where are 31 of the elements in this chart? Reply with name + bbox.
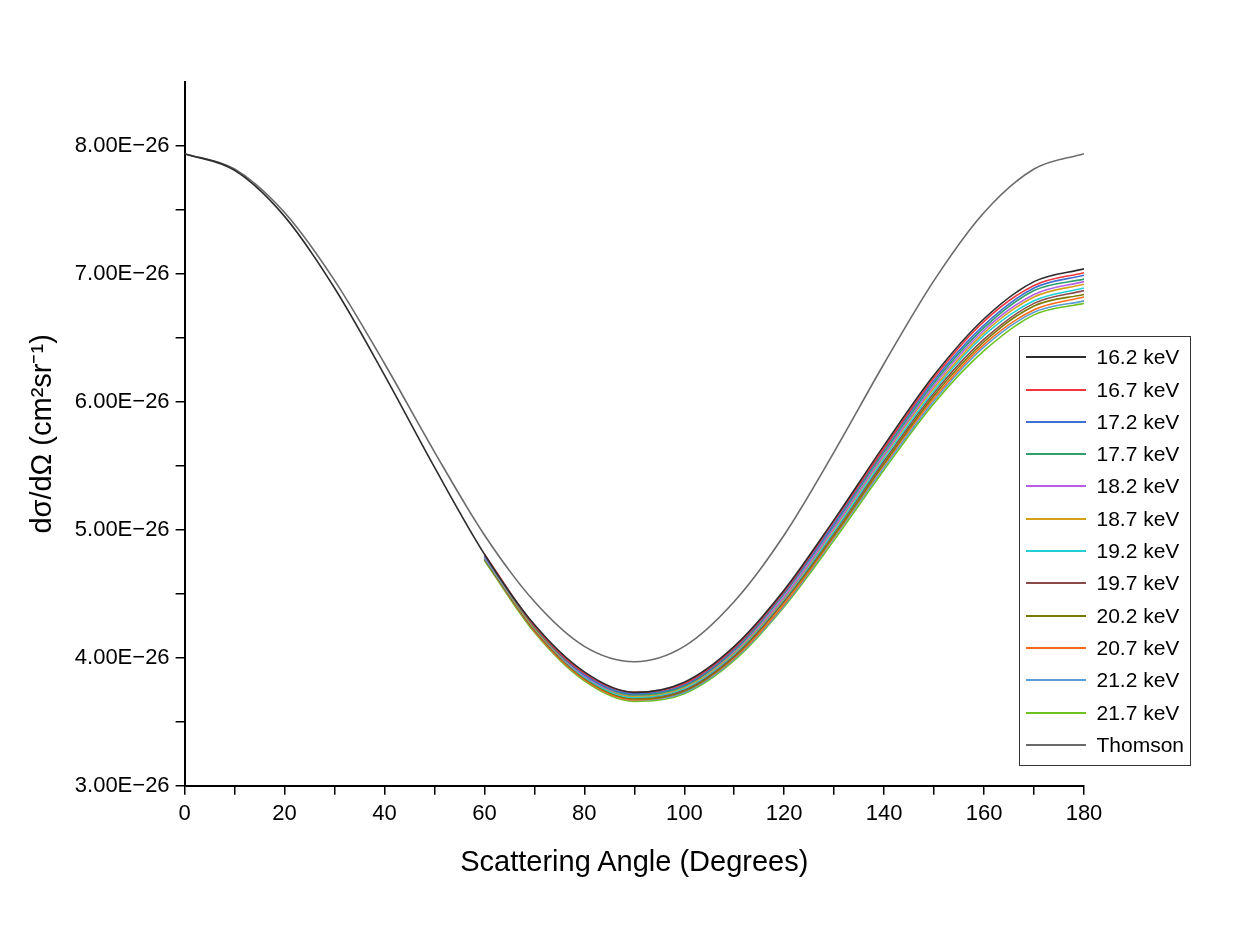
y-tick-label: 6.00E−26 <box>74 387 170 413</box>
x-tick-label: 160 <box>965 800 1003 826</box>
legend-label: 17.7 keV <box>1096 442 1180 467</box>
x-tick-label: 0 <box>178 800 191 826</box>
x-tick-label: 100 <box>665 800 703 826</box>
y-tick-label: 4.00E−26 <box>74 643 170 669</box>
x-tick-label: 140 <box>865 800 903 826</box>
legend-label: 19.7 keV <box>1096 571 1180 596</box>
y-tick-label: 3.00E−26 <box>74 771 170 797</box>
x-tick-label: 180 <box>1065 800 1103 826</box>
legend-label: 21.2 keV <box>1096 668 1180 693</box>
x-tick-label: 60 <box>472 800 497 826</box>
legend-label: 19.2 keV <box>1096 539 1180 564</box>
x-tick-label: 20 <box>272 800 297 826</box>
y-tick-label: 7.00E−26 <box>74 260 170 286</box>
legend-label: 18.7 keV <box>1096 506 1180 531</box>
legend-label: 16.7 keV <box>1096 377 1180 402</box>
legend-label: 20.2 keV <box>1096 603 1180 628</box>
legend-label: 18.2 keV <box>1096 474 1180 499</box>
y-axis-title: dσ/dΩ (cm²sr⁻¹) <box>25 334 58 534</box>
y-tick-label: 8.00E−26 <box>74 132 170 158</box>
legend-label: 16.2 keV <box>1096 345 1180 370</box>
legend-label: 20.7 keV <box>1096 635 1180 660</box>
x-tick-label: 120 <box>765 800 803 826</box>
x-tick-label: 80 <box>572 800 597 826</box>
x-axis-title: Scattering Angle (Degrees) <box>460 844 809 877</box>
x-tick-label: 40 <box>372 800 397 826</box>
legend-label: Thomson <box>1096 732 1184 757</box>
legend-label: 21.7 keV <box>1096 700 1180 725</box>
y-tick-label: 5.00E−26 <box>74 515 170 541</box>
legend-label: 17.2 keV <box>1096 409 1180 434</box>
